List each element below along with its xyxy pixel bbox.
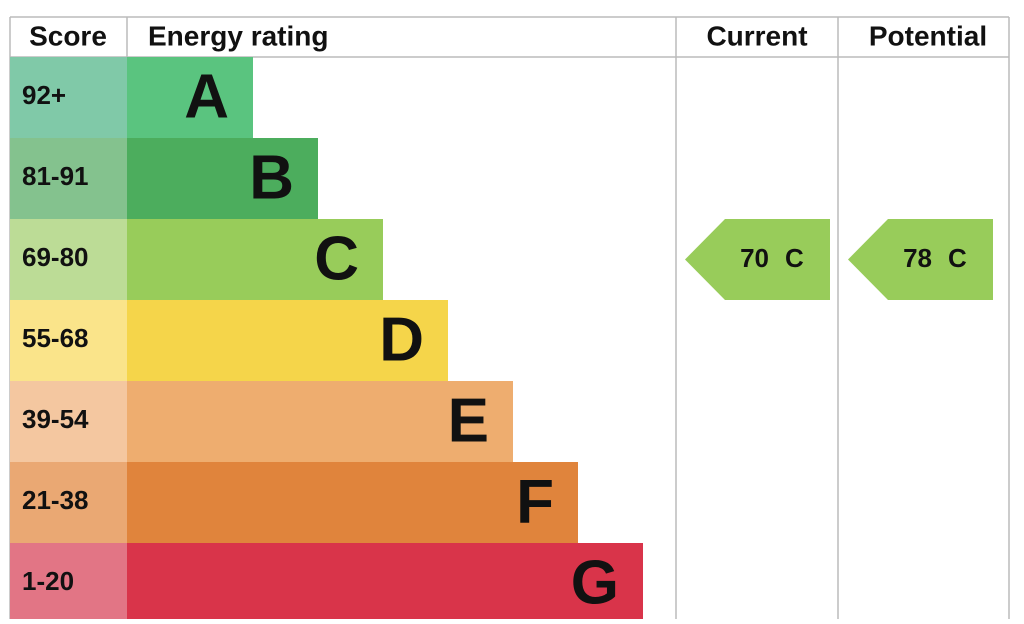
band-bar <box>127 381 513 462</box>
band-letter: G <box>571 548 619 617</box>
score-cell <box>10 300 127 381</box>
band-bar <box>127 543 643 619</box>
header-potential: Potential <box>869 20 987 51</box>
band-bar <box>127 219 383 300</box>
band-letter: B <box>249 143 294 212</box>
band-score: 92+ <box>22 80 66 110</box>
band-letter: D <box>379 305 424 374</box>
potential-score: 78 <box>903 243 932 273</box>
header-rating: Energy rating <box>148 20 328 51</box>
current-score: 70 <box>740 243 769 273</box>
current-band: C <box>785 243 804 273</box>
band-bar <box>127 57 253 138</box>
band-bar <box>127 300 448 381</box>
band-letter: C <box>314 224 359 293</box>
potential-band: C <box>948 243 967 273</box>
score-cell <box>10 462 127 543</box>
band-score: 81-91 <box>22 161 89 191</box>
score-cell <box>10 381 127 462</box>
band-letter: F <box>516 467 554 536</box>
band-bar <box>127 138 318 219</box>
current-arrow <box>685 219 830 300</box>
header-score: Score <box>29 20 107 51</box>
potential-arrow <box>848 219 993 300</box>
band-bar <box>127 462 578 543</box>
header-current: Current <box>706 20 807 51</box>
band-letter: E <box>448 386 489 455</box>
band-score: 69-80 <box>22 242 89 272</box>
band-score: 39-54 <box>22 404 89 434</box>
band-letter: A <box>184 62 229 131</box>
band-score: 55-68 <box>22 323 89 353</box>
score-cell <box>10 138 127 219</box>
band-score: 1-20 <box>22 566 74 596</box>
score-cell <box>10 543 127 619</box>
band-score: 21-38 <box>22 485 89 515</box>
score-cell <box>10 219 127 300</box>
score-cell <box>10 57 127 138</box>
